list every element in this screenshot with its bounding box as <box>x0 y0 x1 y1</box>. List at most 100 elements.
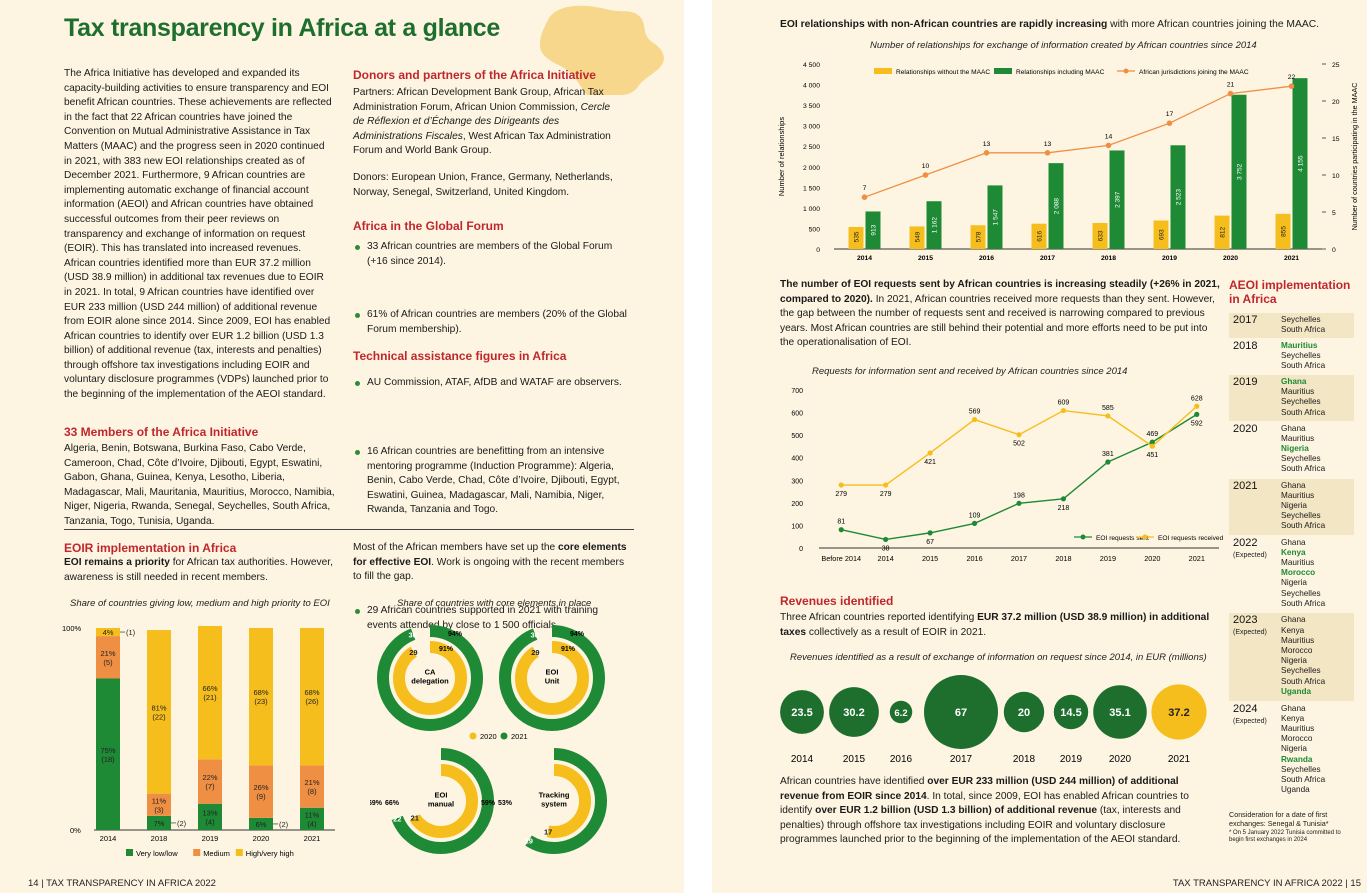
priority-data-label: (23) <box>254 697 268 706</box>
aeoi-expected: (Expected) <box>1233 551 1267 559</box>
aeoi-country: Nigeria <box>1281 656 1307 666</box>
point-value-label: 279 <box>880 491 892 498</box>
donut-center-label: EOI <box>435 791 448 800</box>
bar-value-label: 1 547 <box>993 209 1000 226</box>
priority-data-label: 6% <box>256 820 267 829</box>
point-value-label: 279 <box>835 491 847 498</box>
donut-center-label: manual <box>428 800 454 809</box>
donut-inner-pct: 53% <box>498 800 513 807</box>
priority-bar-segment <box>147 815 171 830</box>
aeoi-country: South Africa <box>1281 407 1326 417</box>
aeoi-country: Morocco <box>1281 646 1313 655</box>
priority-data-label: (3) <box>154 805 164 814</box>
donut-outer-count: 22 <box>393 814 401 823</box>
aeoi-country: Mauritius <box>1281 433 1315 443</box>
y-tick-label: 4 500 <box>803 62 820 69</box>
sent-point <box>1016 500 1022 506</box>
aeoi-country: Mauritius <box>1281 635 1315 645</box>
donut-outer-pct: 69% <box>370 800 383 807</box>
aeoi-country: Kenya <box>1281 547 1306 557</box>
aeoi-country-list: Ghana Mauritius Nigeria Seychelles South Afr… <box>1281 424 1325 475</box>
bar-value-label: 578 <box>976 231 983 242</box>
maac-value-label: 13 <box>983 141 991 148</box>
aeoi-year-row: 2017 Seychelles South Africa <box>1229 313 1354 338</box>
donut-inner-ring <box>404 764 478 838</box>
technical-assistance-bullet: 29 African countries supported in 2021 w… <box>353 604 628 633</box>
x-tick-label: 2018 <box>1101 255 1116 262</box>
sent-point <box>1149 439 1155 445</box>
donut-outer-count: 30 <box>531 630 539 639</box>
bar-value-label: 693 <box>1159 229 1166 240</box>
priority-bar-segment <box>198 625 222 760</box>
x-tick-label: 2018 <box>1013 754 1036 765</box>
global-forum-bullet: 33 African countries are members of the … <box>353 240 628 269</box>
priority-data-label: (26) <box>305 697 319 706</box>
aeoi-country: Kenya <box>1281 625 1305 635</box>
donors-text: Donors: European Union, France, Germany,… <box>353 172 613 198</box>
x-tick-label: 2020 <box>253 834 270 843</box>
bar-value-label: 2 088 <box>1054 198 1061 215</box>
bar-value-label: 3 752 <box>1237 163 1244 180</box>
requests-chart-title: Requests for information sent and receiv… <box>812 366 1128 377</box>
y-tick-label: 100% <box>62 624 82 633</box>
aeoi-year: 2024 <box>1233 702 1258 715</box>
aeoi-country: Mauritius <box>1281 724 1315 733</box>
bar-without-maac <box>1092 222 1108 249</box>
maac-value-label: 22 <box>1288 74 1296 81</box>
maac-point <box>983 150 990 156</box>
aeoi-year-row: 2024 (Expected) Ghana Kenya Mauritius Morocco… <box>1229 702 1354 800</box>
priority-bar-segment <box>198 759 222 804</box>
revenues-text: Three African countries reported identif… <box>780 612 1210 638</box>
received-point <box>1105 413 1111 419</box>
page-title: Tax transparency in Africa at a glance <box>64 14 501 42</box>
aeoi-country: Mauritius <box>1281 387 1315 397</box>
aeoi-country: South Africa <box>1281 464 1326 474</box>
aeoi-country: South Africa <box>1281 361 1326 371</box>
aeoi-country: Nigeria <box>1281 501 1307 510</box>
requests-chart: 0 100 200 300 400 500 600 700 Before 2014 2014 201… <box>791 388 1224 563</box>
x-tick-label: 2016 <box>979 255 994 262</box>
priority-data-label: (5) <box>103 658 113 667</box>
revenue-bubble <box>889 700 913 724</box>
priority-bar-segment <box>249 765 273 818</box>
donut-center-label: system <box>541 800 567 809</box>
donut-center-label: Tracking <box>539 791 570 800</box>
priority-data-label: (8) <box>307 787 317 796</box>
bar-including-maac <box>1048 163 1064 249</box>
revenue-bubble <box>829 687 879 737</box>
priority-data-label: (21) <box>203 693 217 702</box>
priority-data-label: 21% <box>100 649 115 658</box>
y-tick-label: 3 500 <box>803 103 820 110</box>
x-tick-label: 2014 <box>100 834 117 843</box>
sent-point <box>838 527 844 533</box>
aeoi-country: South Africa <box>1281 521 1326 531</box>
priority-data-label: 26% <box>253 783 268 792</box>
sent-point <box>1105 459 1111 465</box>
y-tick-label: 500 <box>791 433 803 440</box>
aeoi-country: Ghana <box>1281 377 1307 386</box>
priority-data-label: 68% <box>304 688 319 697</box>
x-tick-label: 2014 <box>791 754 814 765</box>
bar-without-maac <box>1275 213 1291 249</box>
maac-value-label: 7 <box>863 185 867 192</box>
legend-label: EOI requests sent <box>1096 535 1149 542</box>
y-right-tick-label: 25 <box>1332 62 1340 69</box>
y-tick-label: 200 <box>791 501 803 508</box>
priority-data-label: 4% <box>103 628 114 637</box>
donut-outer-pct: 94% <box>448 631 463 638</box>
y-tick-label: 600 <box>791 411 803 418</box>
donut-center-label: delegation <box>411 677 449 686</box>
x-tick-label: 2015 <box>922 554 938 563</box>
core-chart-title: Share of countries with core elements in… <box>397 598 592 609</box>
point-value-label: 451 <box>1146 452 1158 459</box>
aeoi-country: Seychelles <box>1281 511 1321 521</box>
aeoi-country: Nigeria <box>1281 444 1309 453</box>
y-tick-label: 2 000 <box>803 165 820 172</box>
priority-chart-title: Share of countries giving low, medium an… <box>70 598 330 609</box>
priority-data-label: 7% <box>154 819 165 828</box>
legend-label: EOI requests received <box>1158 535 1224 542</box>
maac-point <box>861 194 868 200</box>
technical-assistance-heading: Technical assistance figures in Africa <box>353 349 567 363</box>
y-tick-label: 100 <box>791 523 803 530</box>
